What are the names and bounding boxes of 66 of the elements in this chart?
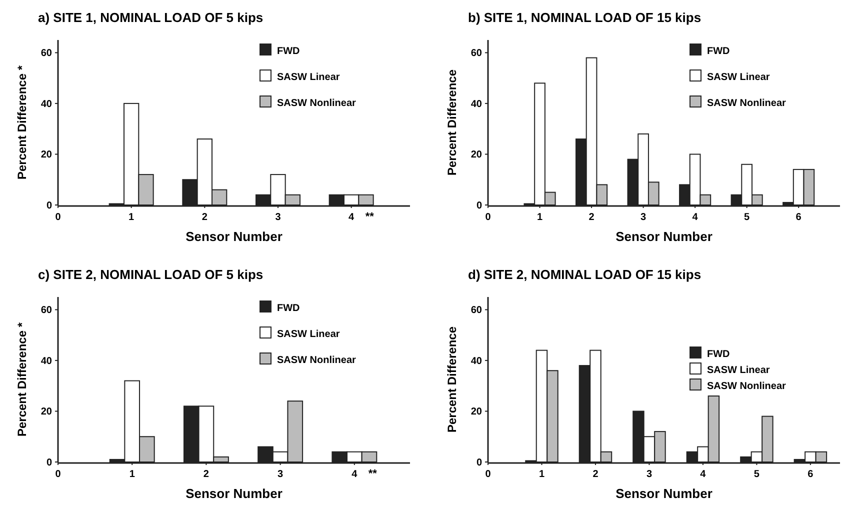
x-axis-title: Sensor Number xyxy=(186,486,282,501)
legend-label: SASW Nonlinear xyxy=(277,355,356,366)
y-tick-label: 60 xyxy=(40,48,52,60)
legend-label: SASW Linear xyxy=(277,329,340,340)
x-tick-label: 6 xyxy=(808,469,814,480)
x-tick-label: 0 xyxy=(55,469,62,480)
x-tick-label: 3 xyxy=(640,212,647,223)
x-tick-label: 3 xyxy=(646,469,652,480)
x-axis-title: Sensor Number xyxy=(186,229,282,244)
legend-label: SASW Nonlinear xyxy=(707,381,786,392)
y-tick-label: 60 xyxy=(470,48,482,60)
y-tick-label: 0 xyxy=(46,200,52,212)
legend-label: SASW Linear xyxy=(707,72,770,83)
x-tick-label: 3 xyxy=(275,212,282,223)
x-tick-label: 1 xyxy=(128,212,135,223)
legend-label: SASW Linear xyxy=(707,365,770,376)
x-tick-label: 2 xyxy=(588,212,595,223)
legend-label: SASW Nonlinear xyxy=(707,98,786,109)
y-tick-label: 60 xyxy=(470,305,482,316)
y-axis-title: Percent Difference * xyxy=(15,322,29,437)
annotation: ** xyxy=(368,468,378,480)
y-tick-label: 40 xyxy=(470,98,482,110)
y-tick-label: 20 xyxy=(40,150,52,161)
x-axis-title: Sensor Number xyxy=(616,229,712,244)
legend-label: SASW Nonlinear xyxy=(277,98,356,109)
annotation: ** xyxy=(365,211,375,223)
y-tick-label: 40 xyxy=(40,98,52,110)
legend-label: FWD xyxy=(707,46,730,57)
y-tick-label: 0 xyxy=(476,458,482,468)
x-tick-label: 0 xyxy=(485,212,492,223)
y-axis-title: Percent Difference xyxy=(445,326,459,433)
x-tick-label: 5 xyxy=(754,469,760,480)
y-axis-title: Percent Difference * xyxy=(15,65,29,180)
legend-label: SASW Linear xyxy=(277,72,340,83)
y-tick-label: 0 xyxy=(476,200,482,212)
x-tick-label: 1 xyxy=(129,469,136,480)
legend-label: FWD xyxy=(277,303,300,314)
legend-label: FWD xyxy=(277,46,300,57)
chart-title: d) SITE 2, NOMINAL LOAD OF 15 kips xyxy=(468,267,702,282)
y-tick-label: 20 xyxy=(470,406,482,418)
x-tick-label: 2 xyxy=(592,469,599,480)
x-tick-label: 2 xyxy=(202,212,208,223)
legend-label: FWD xyxy=(707,349,730,360)
x-tick-label: 1 xyxy=(538,469,545,480)
x-tick-label: 0 xyxy=(485,469,492,480)
y-tick-label: 60 xyxy=(40,305,52,316)
y-tick-label: 20 xyxy=(470,150,482,161)
x-tick-label: 1 xyxy=(536,212,543,223)
y-axis-title: Percent Difference xyxy=(445,69,459,176)
x-tick-label: 4 xyxy=(352,469,358,480)
x-tick-label: 2 xyxy=(203,469,210,480)
chart-title: c) SITE 2, NOMINAL LOAD OF 5 kips xyxy=(38,267,264,282)
x-tick-label: 3 xyxy=(278,469,284,480)
x-tick-label: 4 xyxy=(700,469,706,480)
x-axis-title: Sensor Number xyxy=(616,486,712,501)
y-tick-label: 0 xyxy=(46,458,52,468)
chart-title: b) SITE 1, NOMINAL LOAD OF 15 kips xyxy=(468,10,702,25)
x-tick-label: 6 xyxy=(796,212,802,223)
x-tick-label: 4 xyxy=(348,212,355,223)
chart-title: a) SITE 1, NOMINAL LOAD OF 5 kips xyxy=(38,10,264,25)
x-tick-label: 4 xyxy=(692,212,698,223)
y-tick-label: 40 xyxy=(470,356,482,367)
x-tick-label: 0 xyxy=(55,212,62,223)
y-tick-label: 20 xyxy=(40,406,52,418)
x-tick-label: 5 xyxy=(744,212,750,223)
y-tick-label: 40 xyxy=(40,356,52,367)
